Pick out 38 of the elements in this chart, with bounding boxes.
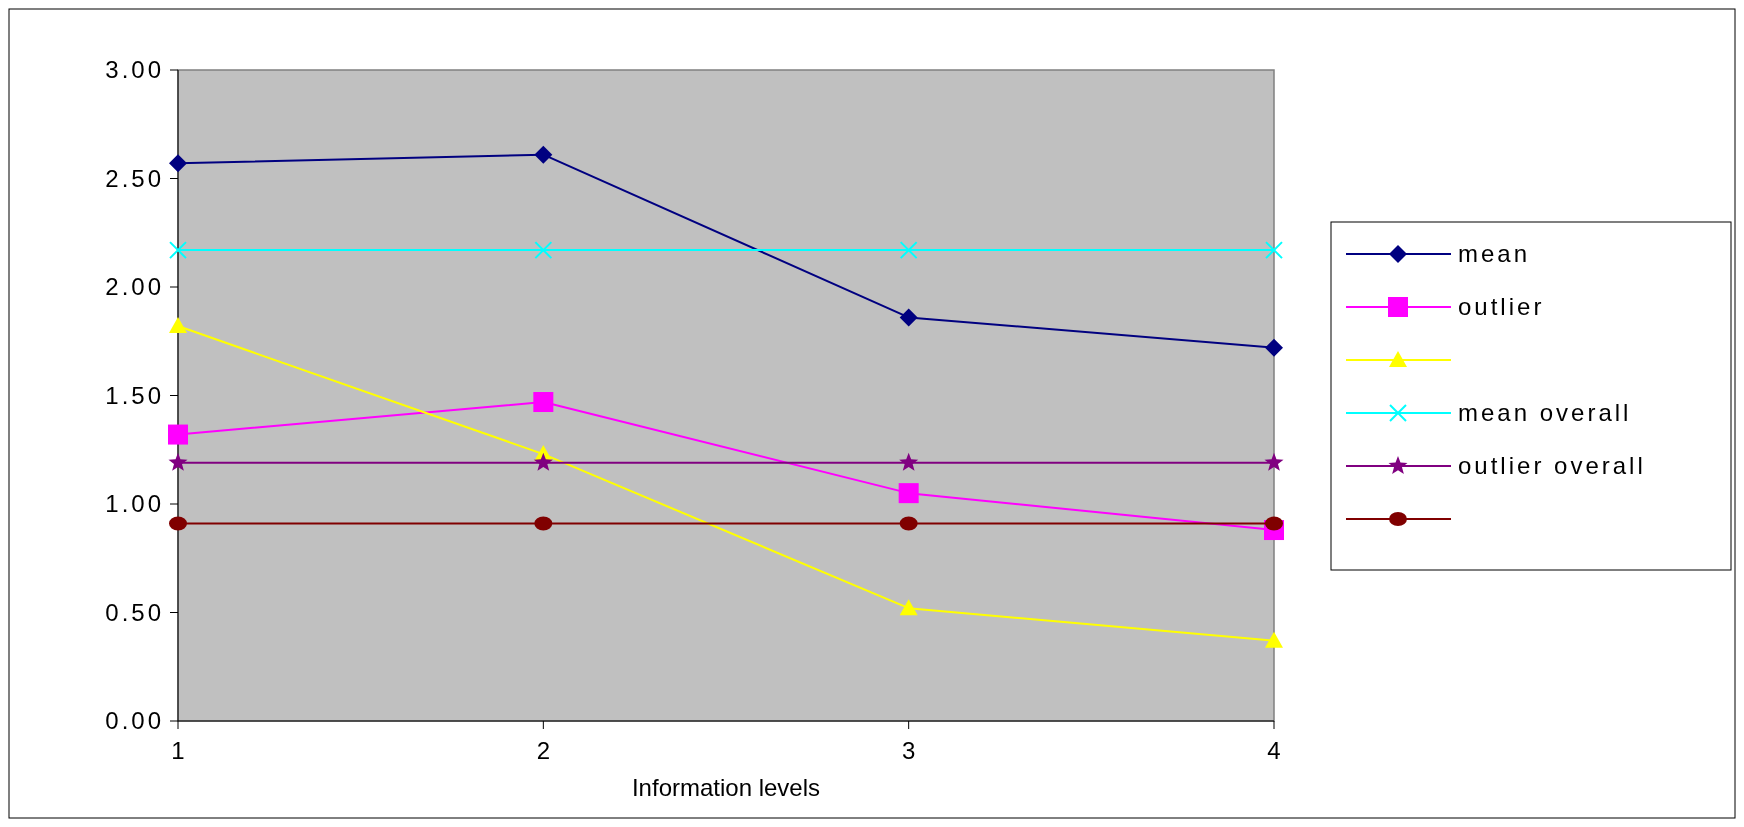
point — [169, 241, 187, 260]
y-tick-label: 0.00 — [105, 707, 164, 735]
point — [533, 452, 553, 471]
point — [533, 392, 554, 413]
legend-label: mean — [1458, 240, 1531, 268]
x-axis-title: Information levels — [631, 774, 821, 801]
point — [168, 452, 188, 471]
point — [1265, 631, 1283, 648]
point — [534, 145, 553, 164]
y-tick-label: 2.00 — [105, 273, 164, 301]
legend-label: outlier — [1458, 293, 1545, 321]
x-tick-label: 4 — [1267, 737, 1281, 764]
point — [899, 516, 918, 531]
y-tick-label: 0.50 — [105, 598, 164, 626]
point — [168, 424, 188, 445]
point — [898, 483, 919, 504]
point — [169, 317, 187, 334]
y-tick-label: 1.00 — [105, 490, 164, 518]
point — [169, 516, 187, 531]
point — [534, 516, 553, 531]
point — [1264, 452, 1284, 471]
x-tick-label: 1 — [171, 737, 185, 764]
point — [169, 154, 187, 173]
point — [899, 241, 918, 260]
point — [1265, 516, 1283, 531]
x-tick-label: 3 — [901, 737, 916, 764]
point — [1265, 338, 1283, 357]
point — [899, 452, 919, 471]
y-tick-label: 3.00 — [105, 56, 164, 84]
point — [899, 599, 918, 616]
x-tick-label: 2 — [536, 737, 551, 764]
point — [899, 308, 918, 327]
point — [1265, 241, 1283, 260]
y-tick-label: 2.50 — [105, 164, 164, 192]
point — [534, 241, 553, 260]
y-tick-label: 1.50 — [105, 381, 164, 409]
legend-label: mean overall — [1458, 399, 1632, 427]
legend-label: outlier overall — [1458, 452, 1646, 480]
